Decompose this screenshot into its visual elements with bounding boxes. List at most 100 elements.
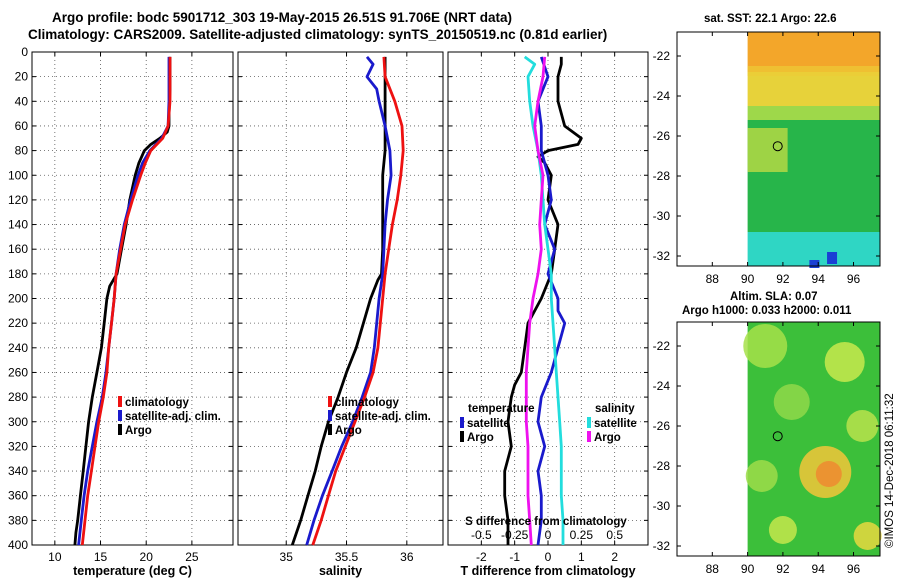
map-frame [676, 31, 881, 267]
series-line-climatology [80, 56, 172, 546]
x-tick-label-s: 0.5 [606, 528, 623, 542]
x-tick-label: -1 [509, 550, 520, 564]
legend-label: satellite [594, 418, 637, 430]
y-tick-label: 200 [8, 292, 28, 306]
y-tick-label: 360 [8, 489, 28, 503]
x-axis-label: salinity [319, 564, 362, 578]
legend-swatch [460, 417, 464, 428]
legend-label: satellite-adj. clim. [335, 411, 431, 423]
legend-swatch [587, 431, 591, 442]
series-line-t-argo [503, 56, 583, 545]
lon-tick-label: 96 [847, 562, 861, 576]
x-tick-label: 0 [545, 550, 552, 564]
sst-band [747, 106, 880, 120]
sst-map: -22 -24 -26 -28 -30 -32 88 90 92 94 96 [653, 31, 881, 286]
x-tick-label: 2 [611, 550, 618, 564]
sla-blob [815, 461, 842, 487]
y-tick-label: 320 [8, 439, 28, 453]
lon-tick-label: 96 [847, 272, 861, 286]
series-line-climatology [311, 56, 405, 546]
legend-swatch [460, 431, 464, 442]
x-tick-label-s: 0 [545, 528, 552, 542]
y-tick-label: 260 [8, 365, 28, 379]
temperature-plot: 0 20 40 60 80 100 120 140 160 180 200 220 240 260 280 3… [8, 45, 234, 578]
salinity-plot: 35 35.5 36 salinity climatology satellite-adj… [237, 51, 444, 578]
x-tick-label: -2 [476, 550, 487, 564]
sst-cold-patch [809, 260, 820, 268]
lon-tick-label: 92 [776, 272, 790, 286]
y-tick-label: 180 [8, 267, 28, 281]
legend-label: Argo [335, 425, 362, 437]
x-tick-label-s: -0.5 [471, 528, 492, 542]
lat-tick-label: -28 [653, 169, 671, 183]
x-tick-label: 25 [185, 550, 199, 564]
legend-swatch [328, 410, 332, 421]
legend-label: Argo [467, 432, 494, 444]
difference-plot: -2 -1 0 1 2T difference from climatology temp… [447, 51, 649, 578]
lat-tick-label: -32 [653, 249, 671, 263]
x-tick-label-s: 0.25 [570, 528, 594, 542]
y-tick-label: 80 [15, 144, 29, 158]
sst-cold-patch [827, 252, 838, 264]
sla-blob [853, 522, 882, 550]
sla-blob [745, 460, 778, 492]
legend-swatch [587, 417, 591, 428]
lat-tick-label: -22 [653, 49, 671, 63]
x-axis-label-top: S difference from climatology [465, 516, 627, 528]
legend-label: Argo [594, 432, 621, 444]
title-line-2: Climatology: CARS2009. Satellite-adjuste… [28, 27, 608, 42]
x-tick-label: 35.5 [335, 550, 359, 564]
legend-swatch [118, 424, 122, 435]
legend-label: satellite [467, 418, 510, 430]
lat-tick-label: -24 [653, 89, 671, 103]
legend-label: Argo [125, 425, 152, 437]
sla-map: -22 -24 -26 -28 -30 -32 88 90 92 94 96 [653, 321, 882, 576]
y-tick-label: 220 [8, 316, 28, 330]
x-tick-label: 36 [400, 550, 414, 564]
y-tick-label: 240 [8, 341, 28, 355]
profile-location-marker [772, 141, 783, 152]
legend-swatch [118, 396, 122, 407]
sla-blob [824, 342, 865, 382]
y-tick-label: 400 [8, 538, 28, 552]
lon-tick-label: 88 [706, 562, 720, 576]
profile-location-marker [772, 431, 783, 442]
sst-map-title: sat. SST: 22.1 Argo: 22.6 [704, 13, 837, 25]
map-frame [676, 321, 881, 557]
y-tick-label: 140 [8, 218, 28, 232]
series-line-t-satellite [536, 56, 567, 546]
y-tick-label: 100 [8, 168, 28, 182]
y-tick-label: 20 [15, 70, 29, 84]
x-tick-label-s: -0.25 [501, 528, 529, 542]
lat-tick-label: -26 [653, 129, 671, 143]
lon-tick-label: 90 [741, 272, 755, 286]
lon-tick-label: 92 [776, 562, 790, 576]
lat-tick-label: -24 [653, 379, 671, 393]
sst-band [747, 32, 880, 72]
lat-tick-label: -30 [653, 499, 671, 513]
sla-blob [743, 324, 788, 368]
y-tick-label: 40 [15, 94, 29, 108]
lon-tick-label: 88 [706, 272, 720, 286]
lat-tick-label: -32 [653, 539, 671, 553]
plot-frame [237, 51, 444, 546]
series-line-satellite-adj-clim [305, 56, 393, 546]
sst-band [747, 66, 880, 76]
lat-tick-label: -22 [653, 339, 671, 353]
sla-blob [768, 516, 797, 544]
series-line-argo [290, 56, 387, 546]
sla-map-title-2: Argo h1000: 0.033 h2000: 0.011 [682, 305, 852, 317]
series-line-s-argo [524, 56, 547, 546]
lon-tick-label: 94 [812, 272, 826, 286]
y-tick-label: 300 [8, 415, 28, 429]
sst-patch [747, 128, 788, 172]
lat-tick-label: -30 [653, 209, 671, 223]
legend-label: climatology [125, 397, 190, 409]
legend-label: climatology [335, 397, 400, 409]
lon-tick-label: 90 [741, 562, 755, 576]
legend-label: satellite-adj. clim. [125, 411, 221, 423]
sla-blob [846, 410, 879, 442]
y-tick-label: 380 [8, 513, 28, 527]
x-tick-label: 15 [94, 550, 108, 564]
